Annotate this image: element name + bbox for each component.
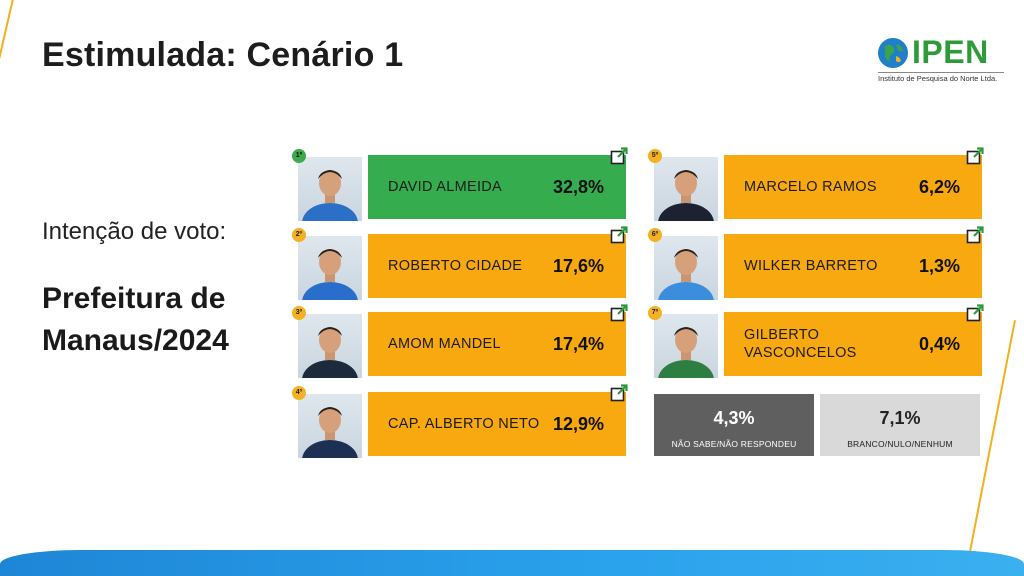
candidate-photo	[654, 236, 718, 300]
decorative-line-left	[0, 0, 16, 196]
candidate-bar: ROBERTO CIDADE 17,6%	[368, 226, 628, 298]
candidate-percentage: 12,9%	[552, 413, 604, 434]
candidate-photo	[298, 157, 362, 221]
rank-badge: 5º	[648, 149, 662, 163]
candidate-card: 5º MARCELO RAMOS 6,2%	[648, 147, 994, 221]
candidate-bar: GILBERTO VASCONCELOS 0,4%	[724, 304, 984, 376]
candidate-name: GILBERTO VASCONCELOS	[744, 327, 857, 361]
candidate-card: 2º ROBERTO CIDADE 17,6%	[292, 226, 638, 300]
vote-intention-label: Intenção de voto:	[42, 218, 227, 245]
candidate-percentage: 17,6%	[552, 255, 604, 276]
candidate-card: 4º CAP. ALBERTO NETO 12,9%	[292, 384, 638, 458]
rank-badge: 2º	[292, 228, 306, 242]
candidate-name: MARCELO RAMOS	[744, 179, 877, 195]
candidate-name: ROBERTO CIDADE	[388, 258, 523, 274]
page-title: Estimulada: Cenário 1	[42, 36, 404, 74]
candidate-photo	[654, 314, 718, 378]
candidate-card: 6º WILKER BARRETO 1,3%	[648, 226, 994, 300]
candidate-bar: WILKER BARRETO 1,3%	[724, 226, 984, 298]
candidate-bar: MARCELO RAMOS 6,2%	[724, 147, 984, 219]
candidate-percentage: 0,4%	[918, 333, 960, 354]
candidate-bar: AMOM MANDEL 17,4%	[368, 304, 628, 376]
rank-badge: 7º	[648, 306, 662, 320]
candidate-photo	[298, 314, 362, 378]
logo-wordmark: IPEN	[912, 34, 989, 70]
external-link-icon[interactable]	[966, 304, 984, 322]
external-link-icon[interactable]	[966, 226, 984, 244]
external-link-icon[interactable]	[610, 304, 628, 322]
candidate-name: WILKER BARRETO	[744, 258, 878, 274]
nao-sabe-value: 4,3%	[713, 408, 755, 428]
candidate-photo	[298, 394, 362, 458]
candidate-percentage: 6,2%	[918, 176, 960, 197]
branco-box: 7,1% BRANCO/NULO/NENHUM	[820, 394, 980, 456]
candidate-card: 3º AMOM MANDEL 17,4%	[292, 304, 638, 378]
rank-badge: 1º	[292, 149, 306, 163]
nao-sabe-label: NÃO SABE/NÃO RESPONDEU	[671, 439, 797, 449]
ipen-logo: IPEN Instituto de Pesquisa do Norte Ltda…	[876, 32, 1004, 88]
rank-badge: 4º	[292, 386, 306, 400]
candidate-name: DAVID ALMEIDA	[388, 179, 503, 195]
external-link-icon[interactable]	[966, 147, 984, 165]
candidate-percentage: 1,3%	[918, 255, 960, 276]
bottom-band	[0, 550, 1024, 576]
branco-label: BRANCO/NULO/NENHUM	[847, 439, 953, 449]
city-title-line1: Prefeitura de	[42, 282, 226, 315]
candidate-name: CAP. ALBERTO NETO	[388, 416, 540, 432]
branco-value: 7,1%	[879, 408, 921, 428]
external-link-icon[interactable]	[610, 226, 628, 244]
candidate-photo	[298, 236, 362, 300]
candidate-percentage: 32,8%	[552, 176, 604, 197]
globe-icon	[878, 38, 908, 68]
logo-subtitle: Instituto de Pesquisa do Norte Ltda.	[878, 72, 1004, 83]
nao-sabe-box: 4,3% NÃO SABE/NÃO RESPONDEU	[654, 394, 814, 456]
candidate-bar: DAVID ALMEIDA 32,8%	[368, 147, 628, 219]
city-title: Prefeitura de Manaus/2024	[42, 278, 282, 362]
rank-badge: 3º	[292, 306, 306, 320]
candidate-name: AMOM MANDEL	[388, 336, 501, 352]
external-link-icon[interactable]	[610, 147, 628, 165]
candidate-bar: CAP. ALBERTO NETO 12,9%	[368, 384, 628, 456]
rank-badge: 6º	[648, 228, 662, 242]
external-link-icon[interactable]	[610, 384, 628, 402]
candidate-card: 1º DAVID ALMEIDA 32,8%	[292, 147, 638, 221]
candidate-card: 7º GILBERTO VASCONCELOS 0,4%	[648, 304, 994, 378]
candidate-photo	[654, 157, 718, 221]
city-title-line2: Manaus/2024	[42, 324, 229, 357]
candidate-percentage: 17,4%	[552, 333, 604, 354]
